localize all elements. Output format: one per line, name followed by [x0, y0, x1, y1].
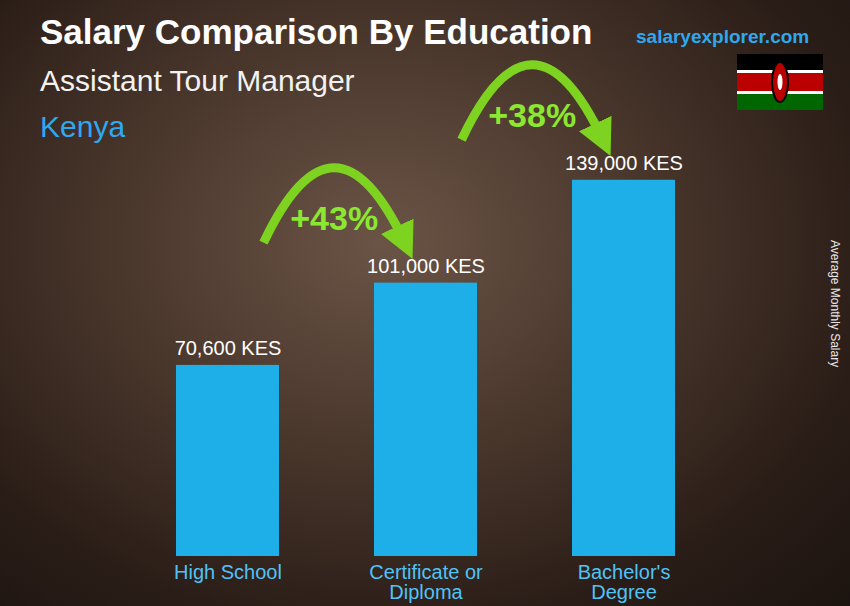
svg-text:Certificate orDiploma: Certificate orDiploma — [369, 561, 483, 603]
html-text:Average Monthly Salary: Average Monthly Salary — [828, 240, 842, 368]
html-text:Kenya: Kenya — [40, 110, 126, 143]
svg-text:139,000 KES: 139,000 KES — [565, 152, 683, 174]
svg-text:+43%: +43% — [290, 199, 378, 237]
svg-text:101,000 KES: 101,000 KES — [367, 255, 485, 277]
svg-text:+38%: +38% — [488, 96, 576, 134]
svg-text:70,600 KES: 70,600 KES — [175, 337, 282, 359]
svg-text:Bachelor'sDegree: Bachelor'sDegree — [578, 561, 671, 603]
html-text:Assistant Tour Manager: Assistant Tour Manager — [40, 64, 355, 97]
html-text:salaryexplorer.com: salaryexplorer.com — [636, 26, 810, 47]
svg-text:High School: High School — [174, 561, 282, 583]
html-text:Salary Comparison By Education: Salary Comparison By Education — [40, 12, 593, 51]
